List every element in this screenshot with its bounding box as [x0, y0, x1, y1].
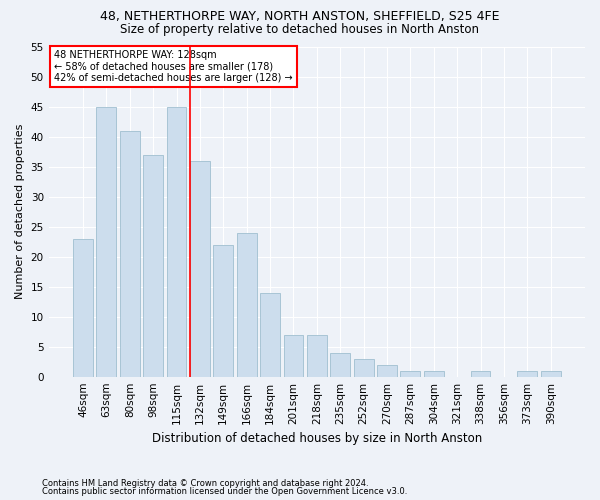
Bar	[377, 364, 397, 376]
Y-axis label: Number of detached properties: Number of detached properties	[15, 124, 25, 300]
Bar	[260, 292, 280, 376]
Text: Size of property relative to detached houses in North Anston: Size of property relative to detached ho…	[121, 22, 479, 36]
Text: Contains HM Land Registry data © Crown copyright and database right 2024.: Contains HM Land Registry data © Crown c…	[42, 478, 368, 488]
Bar	[353, 358, 374, 376]
Bar	[330, 352, 350, 376]
Text: 48, NETHERTHORPE WAY, NORTH ANSTON, SHEFFIELD, S25 4FE: 48, NETHERTHORPE WAY, NORTH ANSTON, SHEF…	[100, 10, 500, 23]
Bar	[470, 370, 490, 376]
Bar	[190, 160, 210, 376]
Bar	[400, 370, 421, 376]
Bar	[424, 370, 443, 376]
Text: Contains public sector information licensed under the Open Government Licence v3: Contains public sector information licen…	[42, 487, 407, 496]
Bar	[517, 370, 537, 376]
Text: 48 NETHERTHORPE WAY: 128sqm
← 58% of detached houses are smaller (178)
42% of se: 48 NETHERTHORPE WAY: 128sqm ← 58% of det…	[54, 50, 293, 83]
Bar	[143, 154, 163, 376]
Bar	[541, 370, 560, 376]
Bar	[214, 244, 233, 376]
Bar	[284, 334, 304, 376]
Bar	[237, 232, 257, 376]
Bar	[307, 334, 327, 376]
Bar	[120, 130, 140, 376]
Bar	[97, 106, 116, 376]
Bar	[73, 238, 93, 376]
Bar	[167, 106, 187, 376]
X-axis label: Distribution of detached houses by size in North Anston: Distribution of detached houses by size …	[152, 432, 482, 445]
